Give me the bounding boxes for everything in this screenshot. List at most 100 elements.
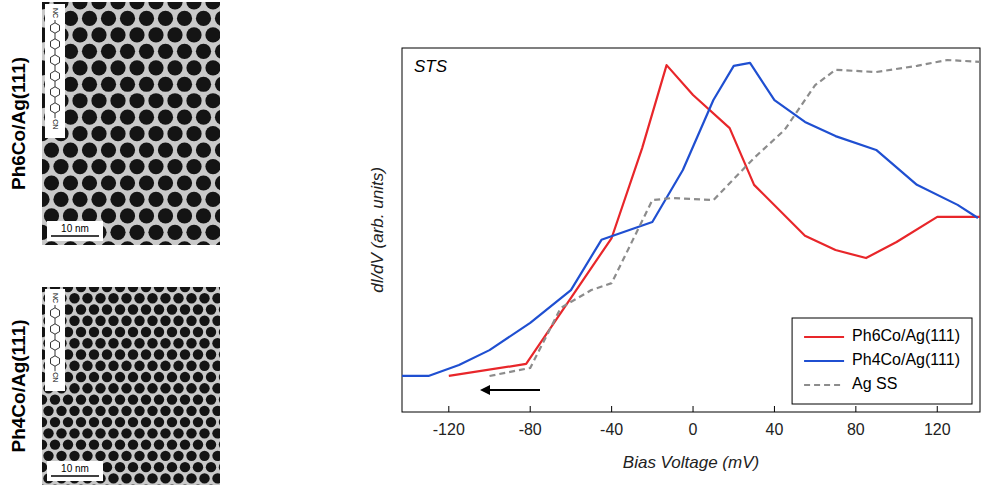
pore <box>177 110 192 125</box>
pore <box>158 142 173 157</box>
pore <box>91 159 106 174</box>
pore <box>186 60 201 75</box>
x-tick-label: 80 <box>847 421 865 438</box>
pore <box>199 473 209 483</box>
pore <box>193 287 203 292</box>
x-tick-label: 120 <box>924 421 951 438</box>
phenyl-ring <box>51 103 60 113</box>
pore <box>173 383 183 393</box>
pore <box>206 417 216 427</box>
pore <box>95 383 105 393</box>
pore <box>196 175 211 190</box>
pore <box>76 439 86 449</box>
pore <box>186 316 196 326</box>
pore <box>173 338 183 348</box>
pore <box>177 175 192 190</box>
pore <box>196 44 211 59</box>
x-tick <box>693 406 694 412</box>
pore <box>102 417 112 427</box>
pore <box>167 394 177 404</box>
pore <box>212 338 220 348</box>
phenyl-ring <box>51 39 60 49</box>
pore <box>177 208 192 223</box>
scale-bar-box <box>47 221 103 241</box>
pore <box>134 293 144 303</box>
pore <box>148 93 163 108</box>
pore <box>82 110 97 125</box>
pore <box>193 439 203 449</box>
pore <box>199 451 209 461</box>
bond <box>55 33 56 39</box>
pore <box>173 316 183 326</box>
pore <box>180 439 190 449</box>
pore <box>199 428 209 438</box>
pore <box>148 2 163 10</box>
x-tick <box>774 406 775 412</box>
pore <box>141 372 151 382</box>
x-tick <box>937 406 938 412</box>
pore <box>82 383 92 393</box>
pore <box>186 159 201 174</box>
pore <box>102 349 112 359</box>
pore <box>219 349 220 359</box>
pore <box>115 287 125 292</box>
pore <box>196 241 211 245</box>
pore <box>115 417 125 427</box>
pore <box>148 225 163 240</box>
pore <box>167 225 182 240</box>
legend-label: Ph6Co/Ag(111) <box>852 327 960 344</box>
pore <box>199 338 209 348</box>
pore <box>82 142 97 157</box>
stm-image <box>42 287 220 485</box>
pore <box>121 338 131 348</box>
pore <box>128 287 138 292</box>
pore <box>141 287 151 292</box>
pore <box>72 159 87 174</box>
pore <box>139 110 154 125</box>
pore <box>82 428 92 438</box>
pore <box>115 304 125 314</box>
pore <box>72 60 87 75</box>
pore <box>89 394 99 404</box>
pore <box>139 208 154 223</box>
pore <box>42 417 47 427</box>
pore <box>101 175 116 190</box>
pore <box>147 451 157 461</box>
pore <box>53 192 68 207</box>
pore <box>128 462 138 472</box>
pore <box>69 338 79 348</box>
pore <box>89 417 99 427</box>
pore <box>95 451 105 461</box>
pore <box>180 394 190 404</box>
pore <box>128 349 138 359</box>
bond <box>55 97 56 103</box>
pore <box>89 327 99 337</box>
pore <box>177 142 192 157</box>
pore <box>147 383 157 393</box>
pore <box>139 175 154 190</box>
pore <box>69 316 79 326</box>
x-axis-title: Bias Voltage (mV) <box>623 453 759 472</box>
pore <box>101 110 116 125</box>
pore <box>173 361 183 371</box>
pore <box>102 304 112 314</box>
pore <box>110 2 125 10</box>
pore <box>72 126 87 141</box>
bond <box>55 318 56 324</box>
pore <box>42 394 47 404</box>
pore <box>205 159 220 174</box>
plot-area <box>402 60 980 376</box>
pore <box>134 383 144 393</box>
pore <box>44 241 59 245</box>
pore <box>115 462 125 472</box>
pore <box>102 439 112 449</box>
pore <box>205 225 220 240</box>
pore <box>110 27 125 42</box>
pore <box>215 110 220 125</box>
pore <box>154 484 164 485</box>
series-line <box>490 60 980 376</box>
stm-background <box>42 2 220 245</box>
pore <box>141 304 151 314</box>
pore <box>147 406 157 416</box>
pore <box>196 208 211 223</box>
